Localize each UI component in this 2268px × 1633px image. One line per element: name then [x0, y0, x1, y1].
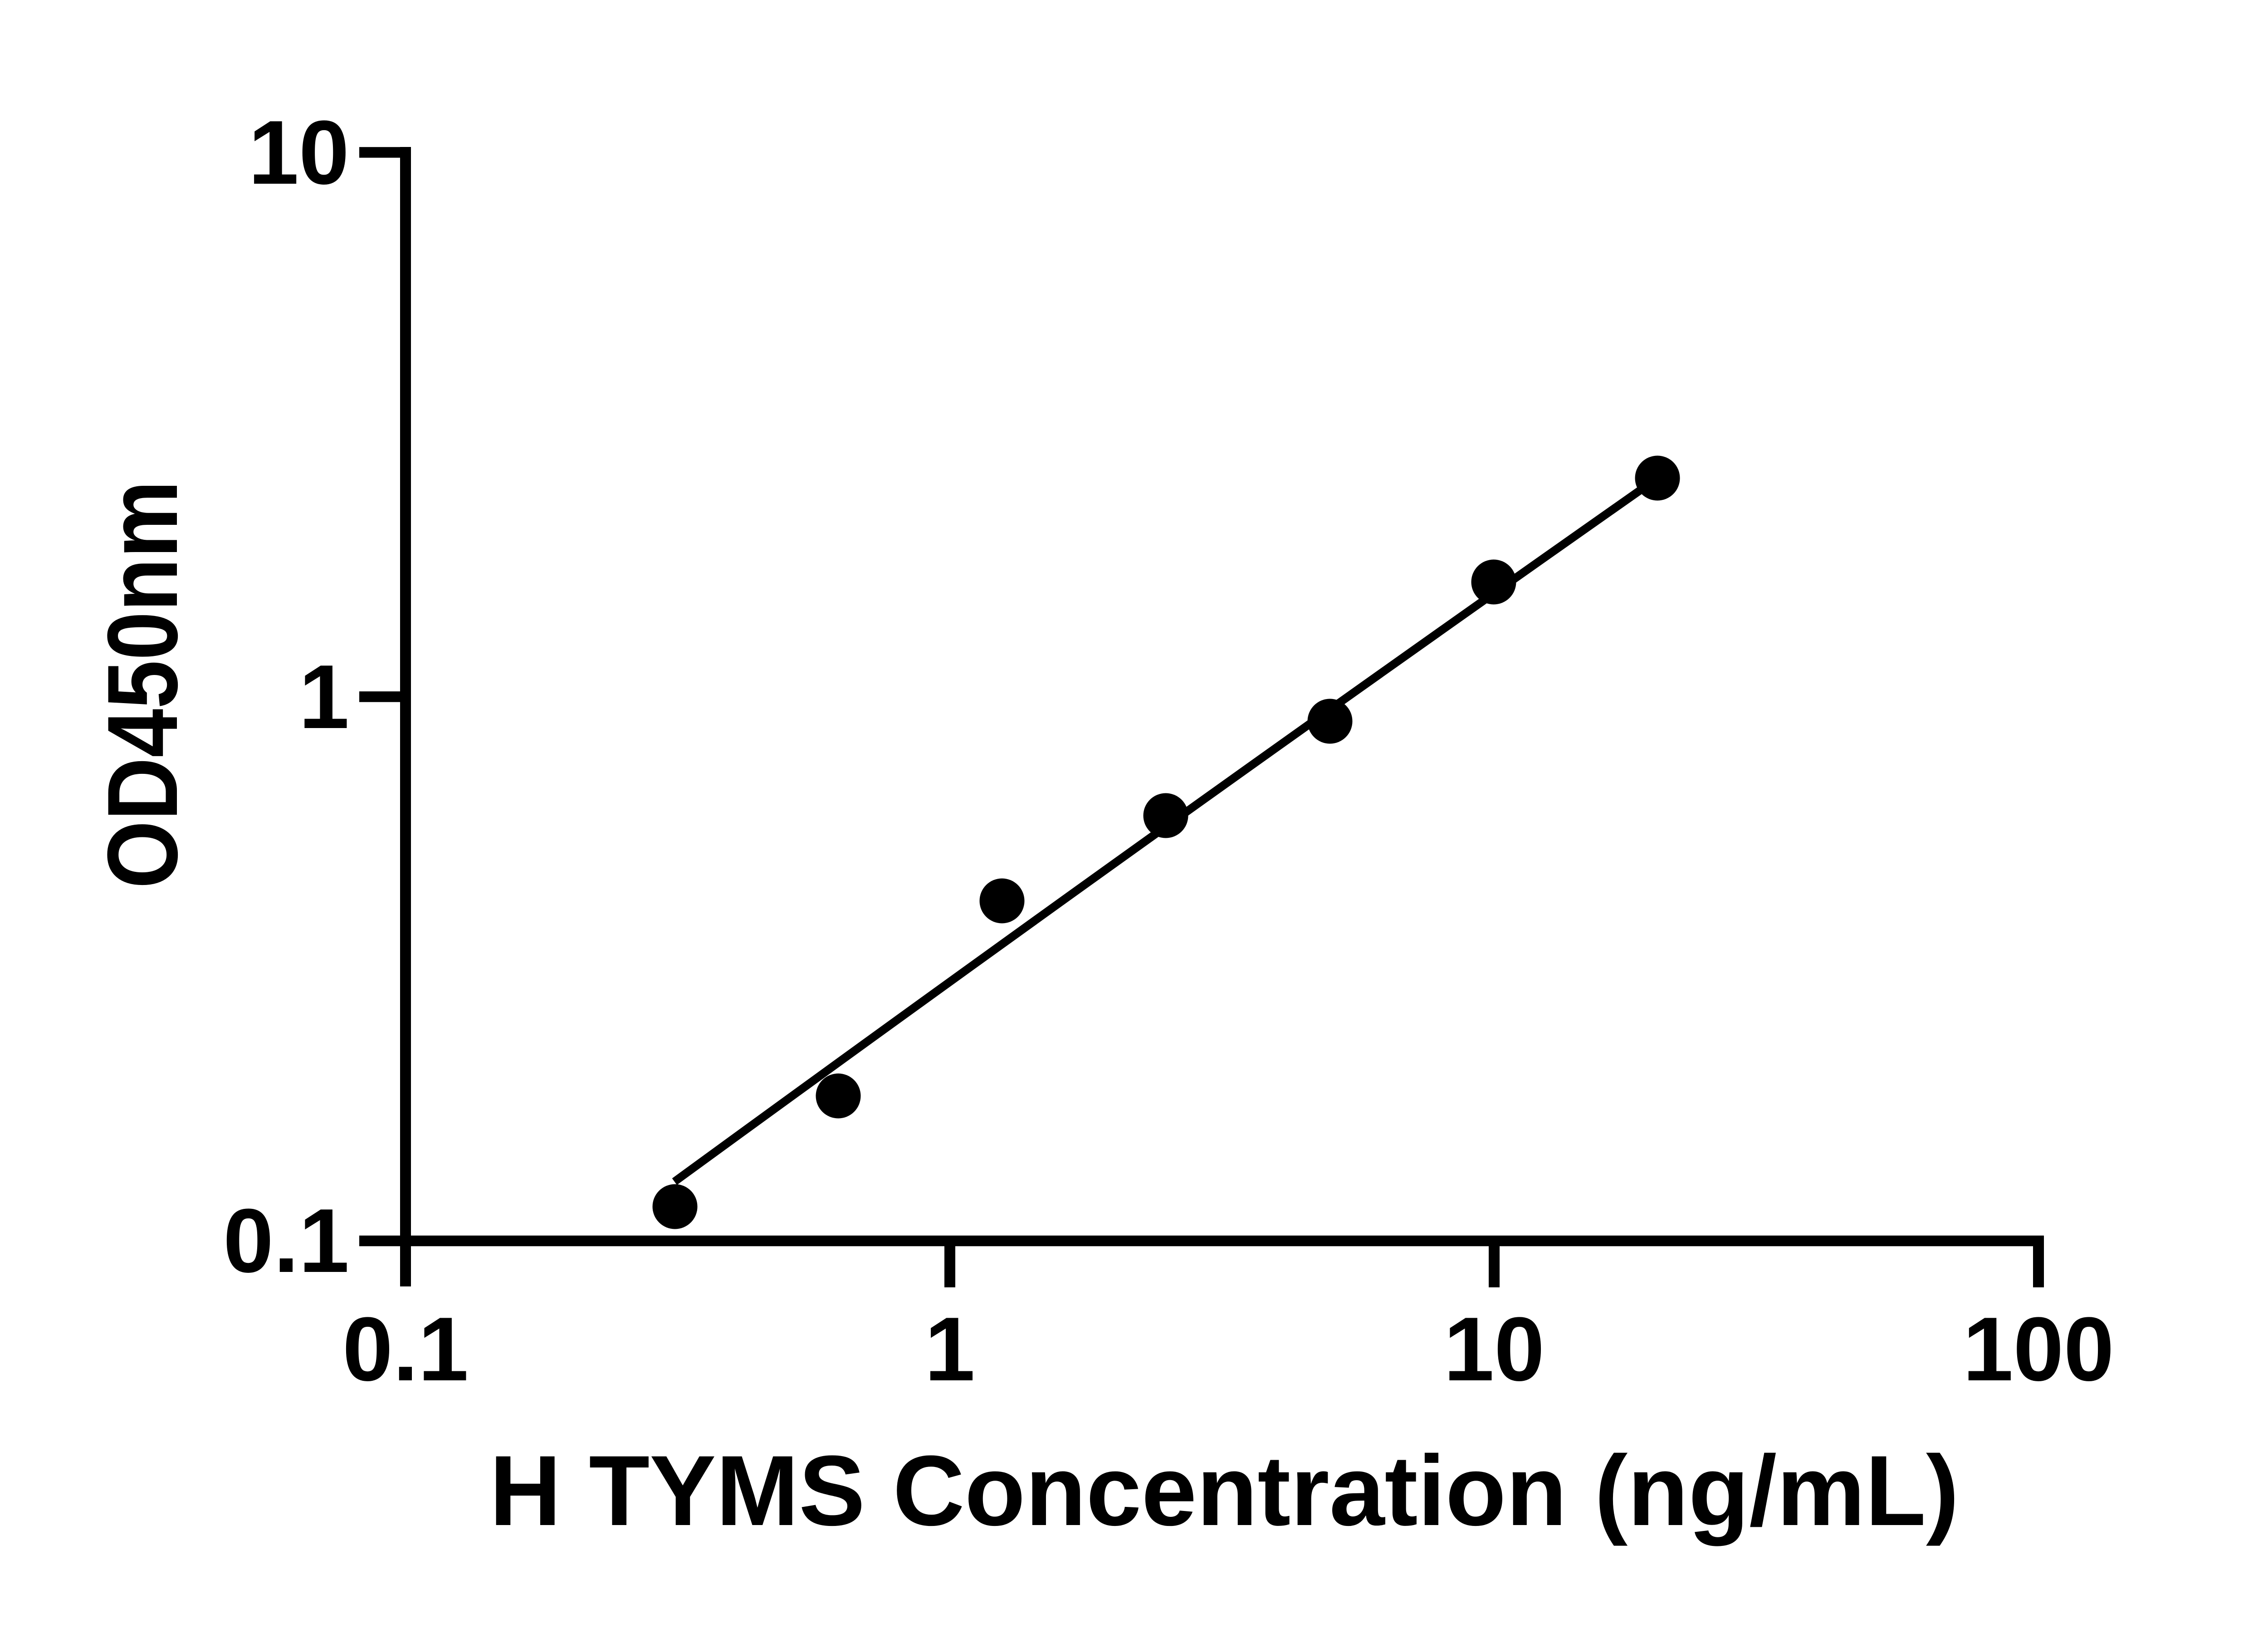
svg-text:H TYMS Concentration (ng/mL): H TYMS Concentration (ng/mL): [489, 1435, 1959, 1546]
svg-text:10: 10: [249, 102, 349, 203]
svg-text:1: 1: [924, 1299, 975, 1400]
svg-text:1: 1: [299, 646, 349, 748]
svg-text:0.1: 0.1: [342, 1299, 469, 1400]
svg-text:0.1: 0.1: [223, 1190, 349, 1291]
svg-text:10: 10: [1444, 1299, 1545, 1400]
svg-text:OD450nm: OD450nm: [87, 480, 198, 889]
svg-text:100: 100: [1963, 1299, 2114, 1400]
